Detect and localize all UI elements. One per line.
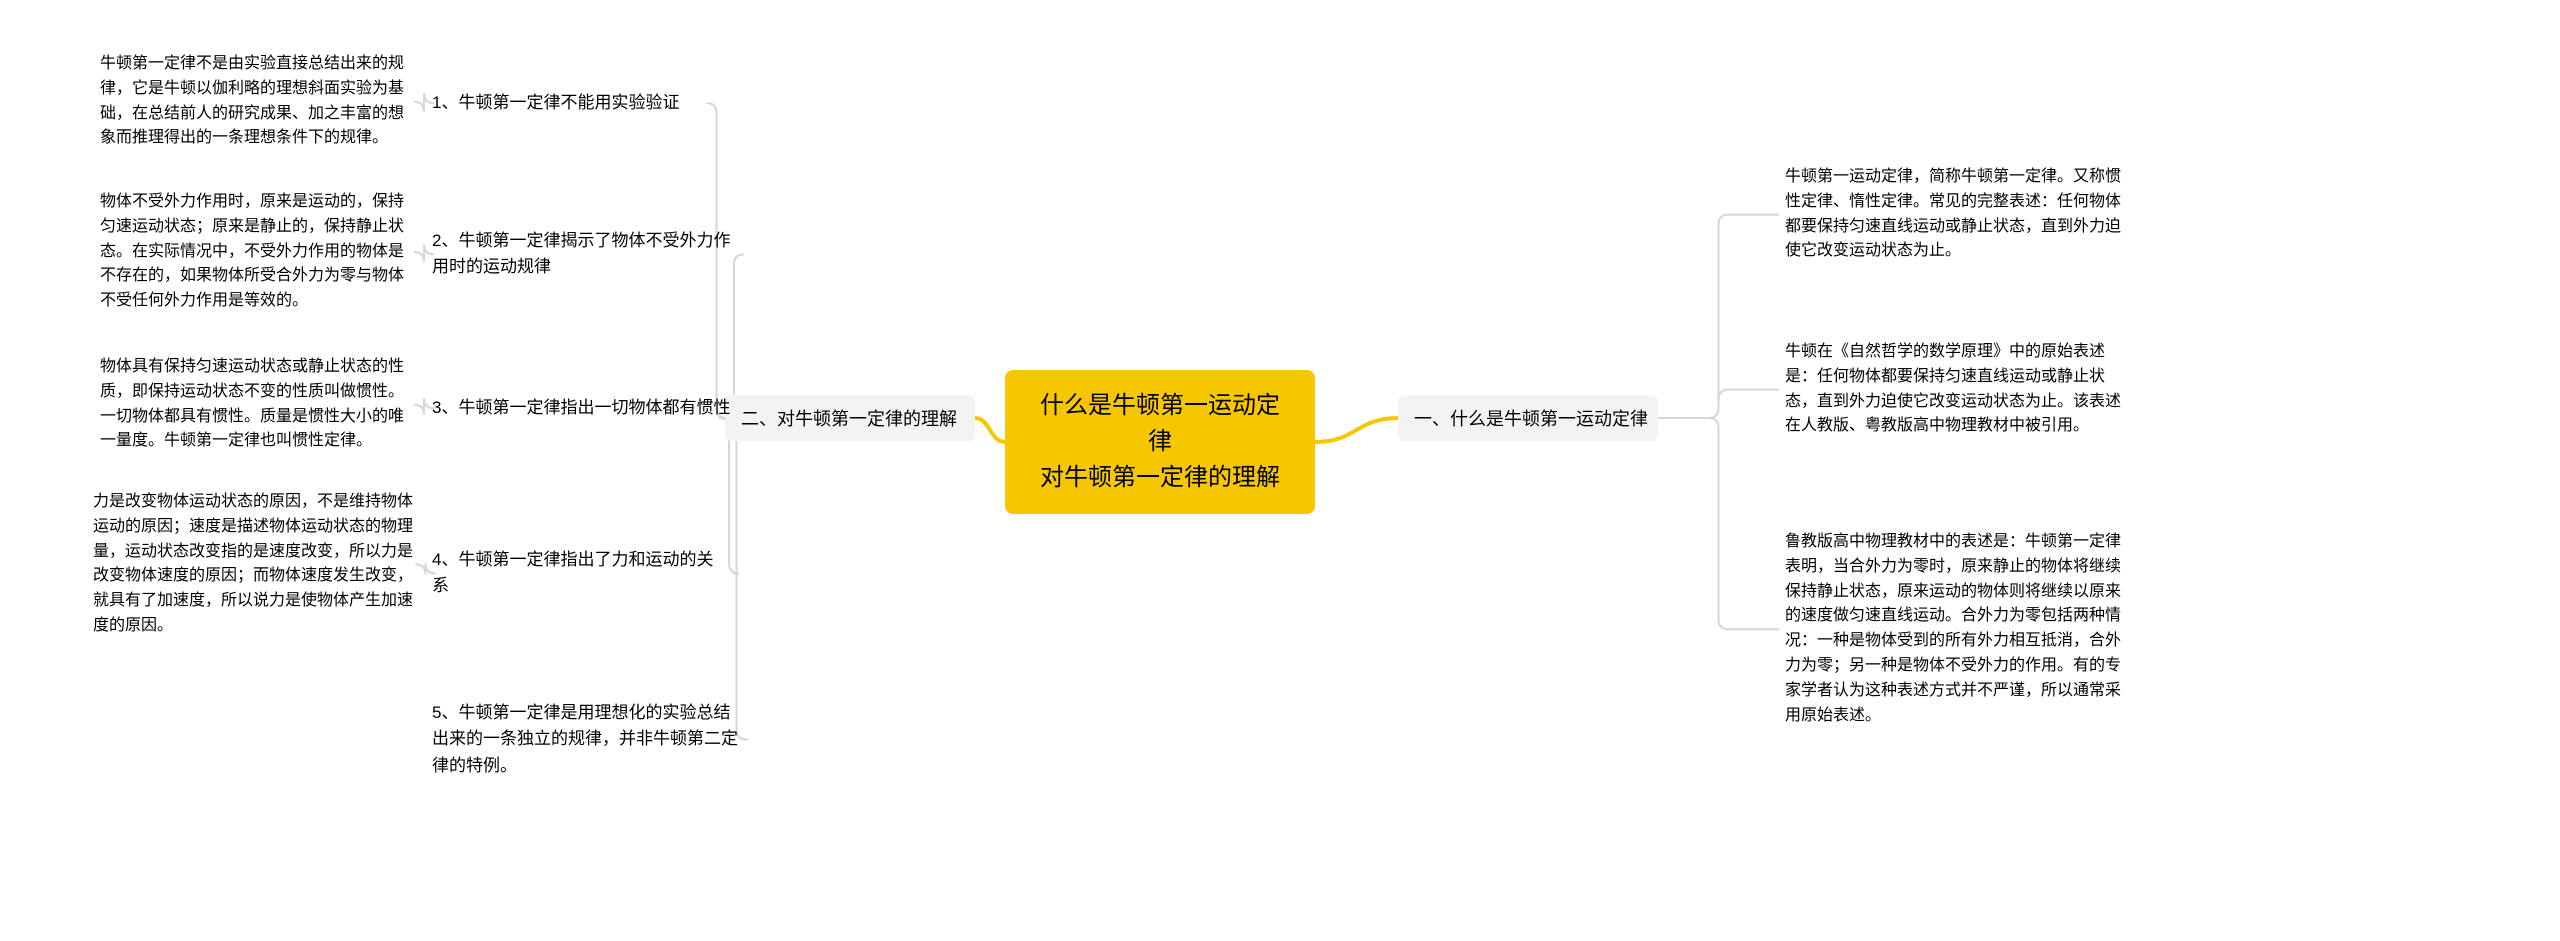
center-title-line2: 对牛顿第一定律的理解 (1033, 460, 1287, 496)
left-sub-3: 4、牛顿第一定律指出了力和运动的关系 (432, 547, 727, 600)
right-branch-label: 一、什么是牛顿第一运动定律 (1414, 409, 1648, 429)
left-sub-2: 3、牛顿第一定律指出一切物体都有惯性 (432, 395, 732, 421)
left-leaf-2: 物体具有保持匀速运动状态或静止状态的性质，即保持运动状态不变的性质叫做惯性。一切… (100, 355, 410, 454)
left-branch-label: 二、对牛顿第一定律的理解 (741, 409, 957, 429)
right-leaf-0: 牛顿第一运动定律，简称牛顿第一定律。又称惯性定律、惰性定律。常见的完整表述：任何… (1785, 165, 2125, 264)
left-branch: 二、对牛顿第一定律的理解 (725, 395, 975, 441)
left-sub-0: 1、牛顿第一定律不能用实验验证 (432, 90, 702, 116)
right-leaf-1: 牛顿在《自然哲学的数学原理》中的原始表述是：任何物体都要保持匀速直线运动或静止状… (1785, 340, 2125, 439)
left-sub-1: 2、牛顿第一定律揭示了物体不受外力作用时的运动规律 (432, 228, 737, 281)
center-title-line1: 什么是牛顿第一运动定律 (1033, 388, 1287, 460)
right-branch: 一、什么是牛顿第一运动定律 (1398, 395, 1658, 441)
left-leaf-1: 物体不受外力作用时，原来是运动的，保持匀速运动状态；原来是静止的，保持静止状态。… (100, 190, 410, 314)
center-node: 什么是牛顿第一运动定律 对牛顿第一定律的理解 (1005, 370, 1315, 514)
left-leaf-3: 力是改变物体运动状态的原因，不是维持物体运动的原因；速度是描述物体运动状态的物理… (93, 490, 413, 639)
left-sub-4: 5、牛顿第一定律是用理想化的实验总结出来的一条独立的规律，并非牛顿第二定律的特例… (432, 700, 742, 779)
left-leaf-0: 牛顿第一定律不是由实验直接总结出来的规律，它是牛顿以伽利略的理想斜面实验为基础，… (100, 52, 410, 151)
right-leaf-2: 鲁教版高中物理教材中的表述是：牛顿第一定律表明，当合外力为零时，原来静止的物体将… (1785, 530, 2125, 728)
